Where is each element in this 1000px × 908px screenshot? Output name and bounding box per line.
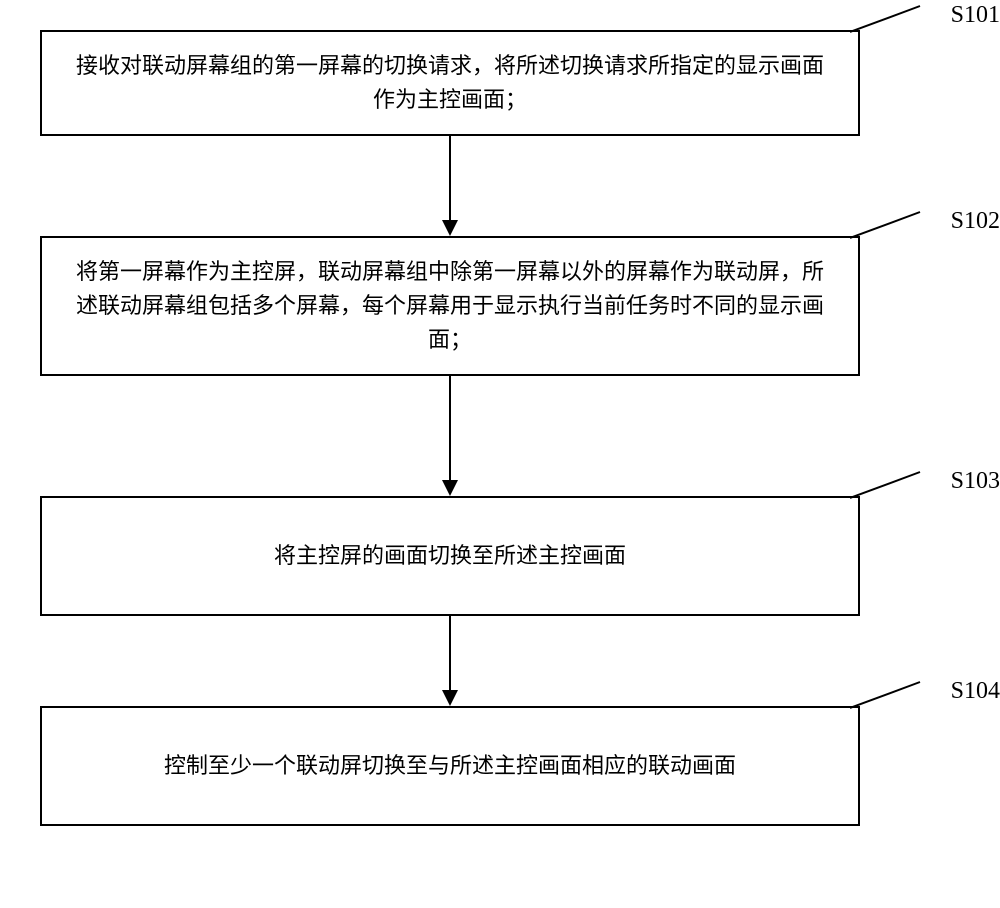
arrow-after-S103 xyxy=(40,616,860,706)
step-text: 控制至少一个联动屏切换至与所述主控画面相应的联动画面 xyxy=(164,749,736,783)
step-S104: 控制至少一个联动屏切换至与所述主控画面相应的联动画面S104 xyxy=(40,706,960,826)
step-S101: 接收对联动屏幕组的第一屏幕的切换请求，将所述切换请求所指定的显示画面作为主控画面… xyxy=(40,30,960,136)
arrow-down-icon xyxy=(435,616,465,706)
arrow-after-S101 xyxy=(40,136,860,236)
step-label-S102: S102 xyxy=(951,208,1000,235)
step-box-S103: 将主控屏的画面切换至所述主控画面 xyxy=(40,496,860,616)
step-text: 接收对联动屏幕组的第一屏幕的切换请求，将所述切换请求所指定的显示画面作为主控画面… xyxy=(70,49,830,117)
step-S103: 将主控屏的画面切换至所述主控画面S103 xyxy=(40,496,960,616)
step-box-S102: 将第一屏幕作为主控屏，联动屏幕组中除第一屏幕以外的屏幕作为联动屏，所述联动屏幕组… xyxy=(40,236,860,376)
flowchart-container: 接收对联动屏幕组的第一屏幕的切换请求，将所述切换请求所指定的显示画面作为主控画面… xyxy=(40,30,960,826)
step-label-S101: S101 xyxy=(951,2,1000,29)
arrow-after-S102 xyxy=(40,376,860,496)
arrow-down-icon xyxy=(435,376,465,496)
step-S102: 将第一屏幕作为主控屏，联动屏幕组中除第一屏幕以外的屏幕作为联动屏，所述联动屏幕组… xyxy=(40,236,960,376)
step-label-S103: S103 xyxy=(951,468,1000,495)
step-text: 将主控屏的画面切换至所述主控画面 xyxy=(274,539,626,573)
arrow-down-icon xyxy=(435,136,465,236)
step-box-S104: 控制至少一个联动屏切换至与所述主控画面相应的联动画面 xyxy=(40,706,860,826)
step-label-S104: S104 xyxy=(951,678,1000,705)
step-text: 将第一屏幕作为主控屏，联动屏幕组中除第一屏幕以外的屏幕作为联动屏，所述联动屏幕组… xyxy=(70,255,830,357)
step-box-S101: 接收对联动屏幕组的第一屏幕的切换请求，将所述切换请求所指定的显示画面作为主控画面… xyxy=(40,30,860,136)
